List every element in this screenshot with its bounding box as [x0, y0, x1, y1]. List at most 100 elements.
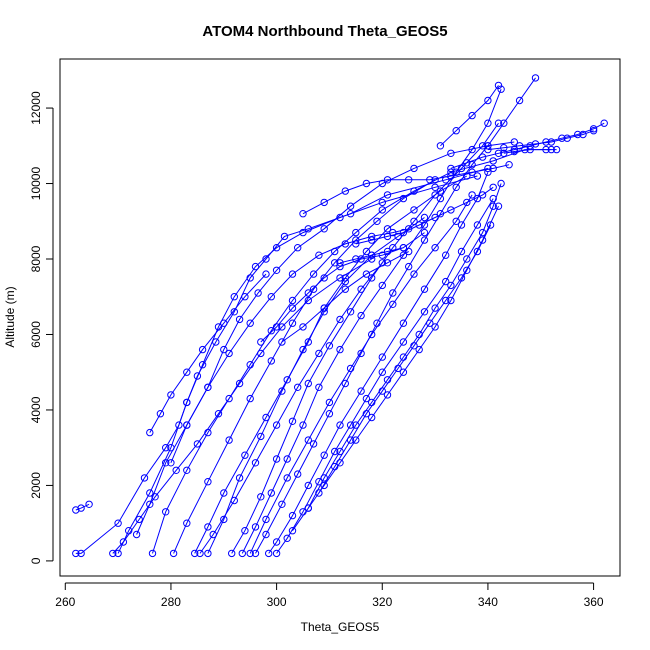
data-point: [183, 519, 191, 527]
data-point: [320, 481, 328, 490]
data-point: [352, 228, 360, 237]
data-point: [368, 255, 376, 263]
data-point: [288, 304, 297, 312]
data-point: [515, 142, 524, 150]
data-point: [288, 417, 297, 425]
data-point: [500, 149, 508, 158]
data-point: [463, 198, 471, 207]
data-point: [288, 270, 297, 278]
series-line: [302, 164, 510, 215]
data-point: [531, 140, 540, 148]
data-point: [362, 270, 371, 278]
data-point: [77, 549, 85, 558]
data-point: [405, 176, 413, 184]
x-axis-label: Theta_GEOS5: [301, 620, 380, 634]
data-point: [309, 440, 318, 448]
data-point: [331, 447, 339, 456]
data-point: [283, 474, 291, 482]
data-point: [220, 515, 228, 524]
data-point: [262, 255, 270, 263]
data-point: [336, 259, 344, 267]
data-point: [447, 206, 455, 214]
data-point: [278, 387, 286, 395]
y-tick-label: 0: [29, 557, 43, 564]
data-point: [431, 213, 439, 222]
data-point: [510, 147, 518, 156]
data-point: [497, 85, 505, 93]
data-point: [341, 379, 349, 388]
series-28: [146, 270, 270, 437]
data-point: [452, 127, 460, 135]
series-line: [318, 224, 492, 494]
data-point: [220, 345, 228, 354]
data-point: [267, 327, 275, 335]
data-point: [478, 142, 487, 150]
data-point: [484, 119, 492, 127]
data-point: [378, 251, 386, 259]
data-point: [288, 511, 297, 520]
data-point: [589, 127, 598, 135]
data-point: [420, 221, 429, 229]
data-point: [486, 221, 495, 229]
data-point: [468, 161, 476, 169]
series-line: [173, 179, 436, 554]
data-point: [352, 436, 360, 444]
data-point: [304, 379, 312, 388]
data-point: [368, 236, 376, 244]
x-tick-label: 360: [584, 595, 604, 609]
data-point: [473, 221, 482, 229]
data-point: [420, 285, 429, 293]
data-point: [304, 338, 312, 346]
data-point: [589, 125, 598, 133]
data-point: [251, 549, 260, 558]
data-point: [447, 296, 455, 305]
data-point: [346, 210, 355, 218]
data-point: [214, 410, 223, 418]
series-line: [281, 251, 409, 343]
data-point: [378, 387, 386, 395]
y-tick-label: 6000: [29, 321, 43, 348]
data-point: [257, 493, 265, 501]
data-point: [235, 315, 244, 324]
series-line: [194, 175, 468, 554]
data-point: [547, 138, 555, 146]
data-point: [362, 179, 371, 188]
data-point: [246, 319, 254, 327]
data-point: [352, 255, 360, 263]
data-point: [304, 296, 312, 305]
data-point: [315, 383, 323, 391]
data-point: [220, 319, 228, 327]
data-point: [420, 228, 429, 237]
series-14: [304, 202, 503, 512]
data-point: [463, 255, 471, 263]
data-point: [204, 523, 212, 531]
data-point: [542, 145, 550, 154]
data-point: [288, 319, 297, 327]
data-point: [225, 436, 233, 444]
data-point: [457, 221, 466, 229]
series-line: [207, 217, 425, 554]
data-point: [109, 549, 117, 558]
data-point: [405, 262, 413, 271]
series-0: [72, 500, 93, 514]
series-27: [246, 191, 476, 558]
series-23: [500, 145, 561, 158]
data-point: [362, 394, 371, 403]
data-point: [262, 530, 270, 539]
data-point: [394, 364, 402, 373]
series-19: [336, 244, 408, 267]
series-20: [299, 161, 513, 218]
series-line: [255, 77, 536, 554]
x-axis: 260 280 300 320 340 360: [55, 582, 604, 609]
data-point: [484, 145, 492, 154]
data-point: [119, 538, 128, 546]
data-point: [114, 519, 122, 527]
series-9: [238, 85, 505, 558]
data-point: [196, 549, 204, 558]
data-point: [198, 345, 207, 354]
data-point: [304, 504, 312, 512]
data-point: [463, 159, 471, 167]
data-point: [378, 353, 386, 361]
data-point: [362, 410, 371, 418]
data-point: [399, 251, 408, 259]
